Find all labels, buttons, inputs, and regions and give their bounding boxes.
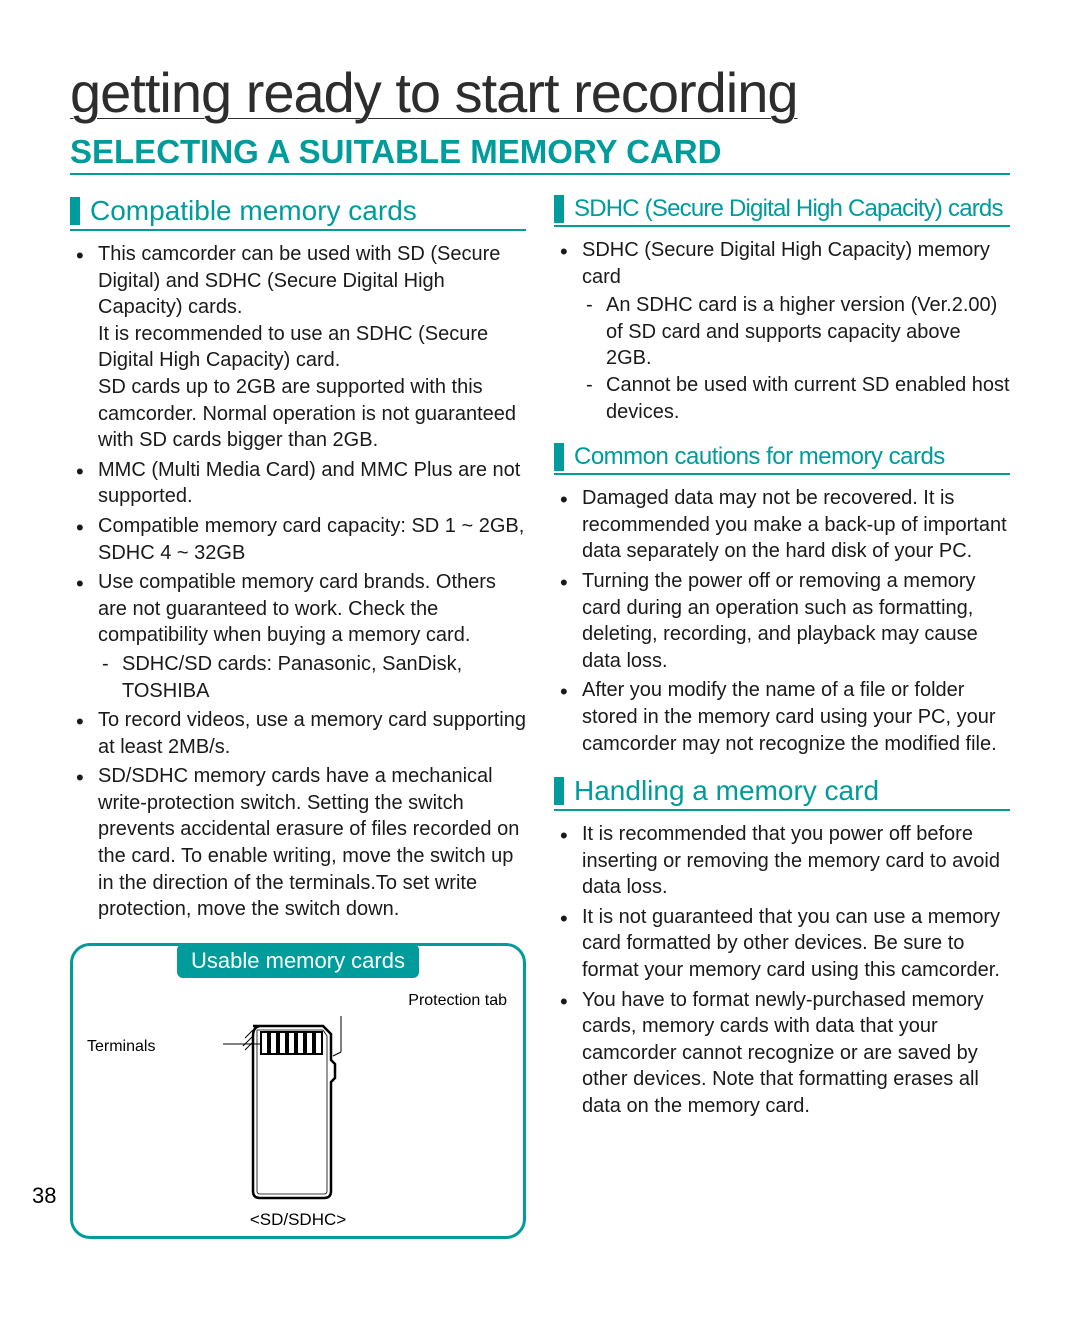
sdhc-heading: SDHC (Secure Digital High Capacity) card…	[554, 195, 1010, 227]
list-item: To record videos, use a memory card supp…	[70, 707, 526, 760]
heading-bar-icon	[554, 443, 564, 471]
compatible-heading: Compatible memory cards	[70, 195, 526, 231]
list-item: SD/SDHC memory cards have a mechanical w…	[70, 763, 526, 923]
heading-bar-icon	[70, 197, 80, 225]
cautions-heading: Common cautions for memory cards	[554, 443, 1010, 475]
list-item: Damaged data may not be recovered. It is…	[554, 485, 1010, 565]
page-title: getting ready to start recording	[70, 60, 1010, 125]
list-item: This camcorder can be used with SD (Secu…	[70, 241, 526, 454]
list-item: It is recommended that you power off bef…	[554, 821, 1010, 901]
sub-list-item: SDHC/SD cards: Panasonic, SanDisk, TOSHI…	[98, 651, 526, 704]
cautions-block: Common cautions for memory cards Damaged…	[554, 443, 1010, 757]
list-item: Turning the power off or removing a memo…	[554, 568, 1010, 674]
cautions-list: Damaged data may not be recovered. It is…	[554, 485, 1010, 757]
left-column: Compatible memory cards This camcorder c…	[70, 189, 526, 1239]
sdhc-block: SDHC (Secure Digital High Capacity) card…	[554, 195, 1010, 425]
manual-page: getting ready to start recording SELECTI…	[0, 0, 1080, 1279]
sub-list-item: An SDHC card is a higher version (Ver.2.…	[582, 292, 1010, 372]
list-item: MMC (Multi Media Card) and MMC Plus are …	[70, 457, 526, 510]
protection-tab-label: Protection tab	[408, 992, 507, 1010]
list-item: Use compatible memory card brands. Other…	[70, 569, 526, 704]
sub-list-item: Cannot be used with current SD enabled h…	[582, 372, 1010, 425]
terminals-label: Terminals	[87, 1038, 155, 1056]
usable-cards-box: Usable memory cards Terminals Protection…	[70, 943, 526, 1239]
handling-heading-text: Handling a memory card	[574, 775, 879, 807]
section-title: SELECTING A SUITABLE MEMORY CARD	[70, 133, 1010, 175]
heading-bar-icon	[554, 195, 564, 223]
heading-bar-icon	[554, 777, 564, 805]
sub-list: SDHC/SD cards: Panasonic, SanDisk, TOSHI…	[98, 651, 526, 704]
sub-list: An SDHC card is a higher version (Ver.2.…	[582, 292, 1010, 425]
list-item: Compatible memory card capacity: SD 1 ~ …	[70, 513, 526, 566]
list-item: SDHC (Secure Digital High Capacity) memo…	[554, 237, 1010, 425]
two-column-layout: Compatible memory cards This camcorder c…	[70, 189, 1010, 1239]
cautions-heading-text: Common cautions for memory cards	[574, 443, 945, 471]
sdhc-list: SDHC (Secure Digital High Capacity) memo…	[554, 237, 1010, 425]
compatible-heading-text: Compatible memory cards	[90, 195, 417, 227]
sd-card-diagram: Terminals Protection tab <SD/SDHC>	[73, 946, 523, 1236]
list-item: It is not guaranteed that you can use a …	[554, 904, 1010, 984]
right-column: SDHC (Secure Digital High Capacity) card…	[554, 189, 1010, 1239]
handling-list: It is recommended that you power off bef…	[554, 821, 1010, 1120]
page-number: 38	[32, 1183, 56, 1209]
compatible-list: This camcorder can be used with SD (Secu…	[70, 241, 526, 923]
sdhc-heading-text: SDHC (Secure Digital High Capacity) card…	[574, 195, 1003, 223]
list-item: You have to format newly-purchased memor…	[554, 987, 1010, 1120]
sd-card-icon	[223, 1016, 373, 1216]
handling-block: Handling a memory card It is recommended…	[554, 775, 1010, 1120]
handling-heading: Handling a memory card	[554, 775, 1010, 811]
list-item: After you modify the name of a file or f…	[554, 677, 1010, 757]
